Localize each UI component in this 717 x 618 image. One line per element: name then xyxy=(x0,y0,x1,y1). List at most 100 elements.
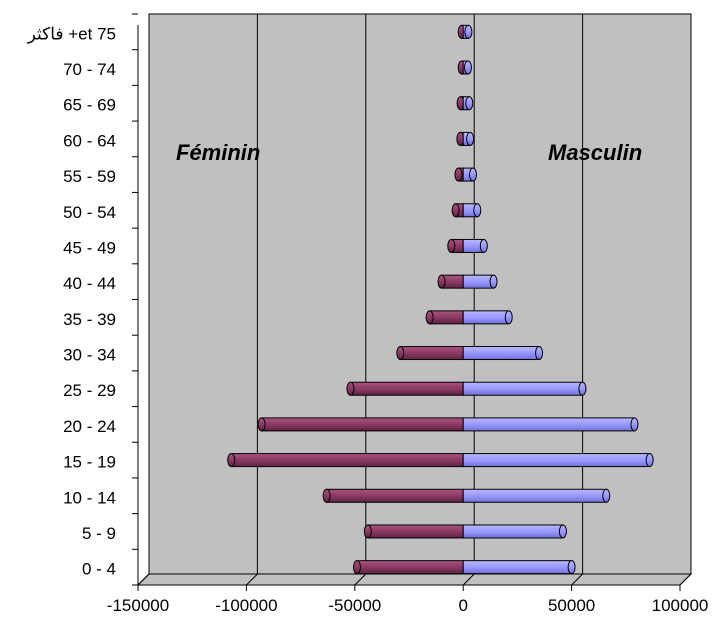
gridline-floor xyxy=(571,573,583,586)
bar-cap xyxy=(227,453,236,468)
bar-feminin xyxy=(322,488,464,503)
bar-cap xyxy=(504,310,513,325)
bar-body xyxy=(367,524,464,539)
bar-cap xyxy=(352,560,361,575)
category-label: 0 - 4 xyxy=(82,560,116,579)
bar-body xyxy=(462,346,540,361)
bar-body xyxy=(462,417,635,432)
bar-feminin xyxy=(437,274,464,289)
category-labels: 0 - 4 5 - 9 10 - 14 15 - 19 20 - 24 25 - 29 30… xyxy=(27,24,116,578)
gridline-floor xyxy=(462,573,475,586)
bar-feminin xyxy=(425,310,464,325)
bar-body xyxy=(462,488,607,503)
bar-masculin xyxy=(462,96,474,111)
bar-body xyxy=(462,381,583,396)
bar-feminin xyxy=(454,167,464,182)
bar-feminin xyxy=(456,131,465,146)
bar-cap xyxy=(479,238,488,253)
bar-cap xyxy=(630,417,639,432)
axes xyxy=(132,13,681,591)
bar-body xyxy=(462,453,651,468)
bar-masculin xyxy=(462,560,576,575)
bar-cap xyxy=(322,488,331,503)
bar-masculin xyxy=(462,274,498,289)
bar-cap xyxy=(567,560,576,575)
bar-masculin xyxy=(462,167,477,182)
bar-masculin xyxy=(462,453,654,468)
bar-cap xyxy=(396,346,405,361)
bar-cap xyxy=(363,524,372,539)
bar-cap xyxy=(346,381,355,396)
x-tick-label: 50000 xyxy=(548,596,595,615)
category-label: 70 - 74 xyxy=(63,60,116,79)
category-label: 30 - 34 xyxy=(63,346,116,365)
feminine-label: Féminin xyxy=(176,140,260,165)
plot-floor xyxy=(136,573,693,586)
bar-body xyxy=(399,346,464,361)
bar-feminin xyxy=(451,203,464,218)
bar-cap xyxy=(451,203,460,218)
bar-body xyxy=(261,417,464,432)
bar-body xyxy=(326,488,464,503)
category-label: 60 - 64 xyxy=(63,131,116,150)
gridline-floor xyxy=(137,573,150,586)
gridline-floor xyxy=(679,573,692,586)
bar-feminin xyxy=(352,560,464,575)
bars xyxy=(227,24,654,575)
bar-cap xyxy=(602,488,611,503)
bar-feminin xyxy=(227,453,464,468)
category-label: 65 - 69 xyxy=(63,96,116,115)
bar-masculin xyxy=(462,381,587,396)
bar-feminin xyxy=(257,417,464,432)
category-label: 55 - 59 xyxy=(63,167,116,186)
bar-feminin xyxy=(363,524,464,539)
masculine-label: Masculin xyxy=(548,140,642,165)
category-label: 35 - 39 xyxy=(63,310,116,329)
bar-feminin xyxy=(346,381,464,396)
bar-cap xyxy=(558,524,567,539)
x-tick-label: -100000 xyxy=(215,596,277,615)
bar-cap xyxy=(425,310,434,325)
bar-feminin xyxy=(396,346,464,361)
bar-cap xyxy=(463,60,472,75)
category-label: فاكثر +et 75 xyxy=(27,24,116,44)
bar-body xyxy=(230,453,464,468)
bar-body xyxy=(356,560,464,575)
category-label: 25 - 29 xyxy=(63,381,116,400)
bar-masculin xyxy=(462,131,475,146)
bar-cap xyxy=(466,131,475,146)
bar-body xyxy=(462,524,564,539)
bar-masculin xyxy=(462,238,488,253)
category-label: 10 - 14 xyxy=(63,488,116,507)
bar-body xyxy=(429,310,464,325)
bar-cap xyxy=(645,453,654,468)
bar-cap xyxy=(454,167,463,182)
gridline-floor xyxy=(354,573,367,586)
bar-cap xyxy=(473,203,482,218)
bar-masculin xyxy=(462,346,544,361)
bar-body xyxy=(462,274,495,289)
bar-body xyxy=(462,560,573,575)
bar-masculin xyxy=(462,310,513,325)
bar-cap xyxy=(257,417,266,432)
x-tick-label: -50000 xyxy=(328,596,381,615)
bar-cap xyxy=(578,381,587,396)
bar-cap xyxy=(535,346,544,361)
bar-masculin xyxy=(462,488,611,503)
bar-cap xyxy=(468,167,477,182)
category-label: 5 - 9 xyxy=(82,524,116,543)
x-tick-label: 100000 xyxy=(652,596,709,615)
bar-masculin xyxy=(462,524,567,539)
bar-masculin xyxy=(462,24,473,39)
category-label: 15 - 19 xyxy=(63,453,116,472)
bar-cap xyxy=(465,96,474,111)
bar-feminin xyxy=(447,238,464,253)
x-tick-label: 0 xyxy=(458,596,467,615)
category-label: 20 - 24 xyxy=(63,417,116,436)
bar-body xyxy=(462,310,510,325)
bar-cap xyxy=(447,238,456,253)
x-tick-label: -150000 xyxy=(107,596,169,615)
bar-cap xyxy=(489,274,498,289)
bar-body xyxy=(349,381,464,396)
